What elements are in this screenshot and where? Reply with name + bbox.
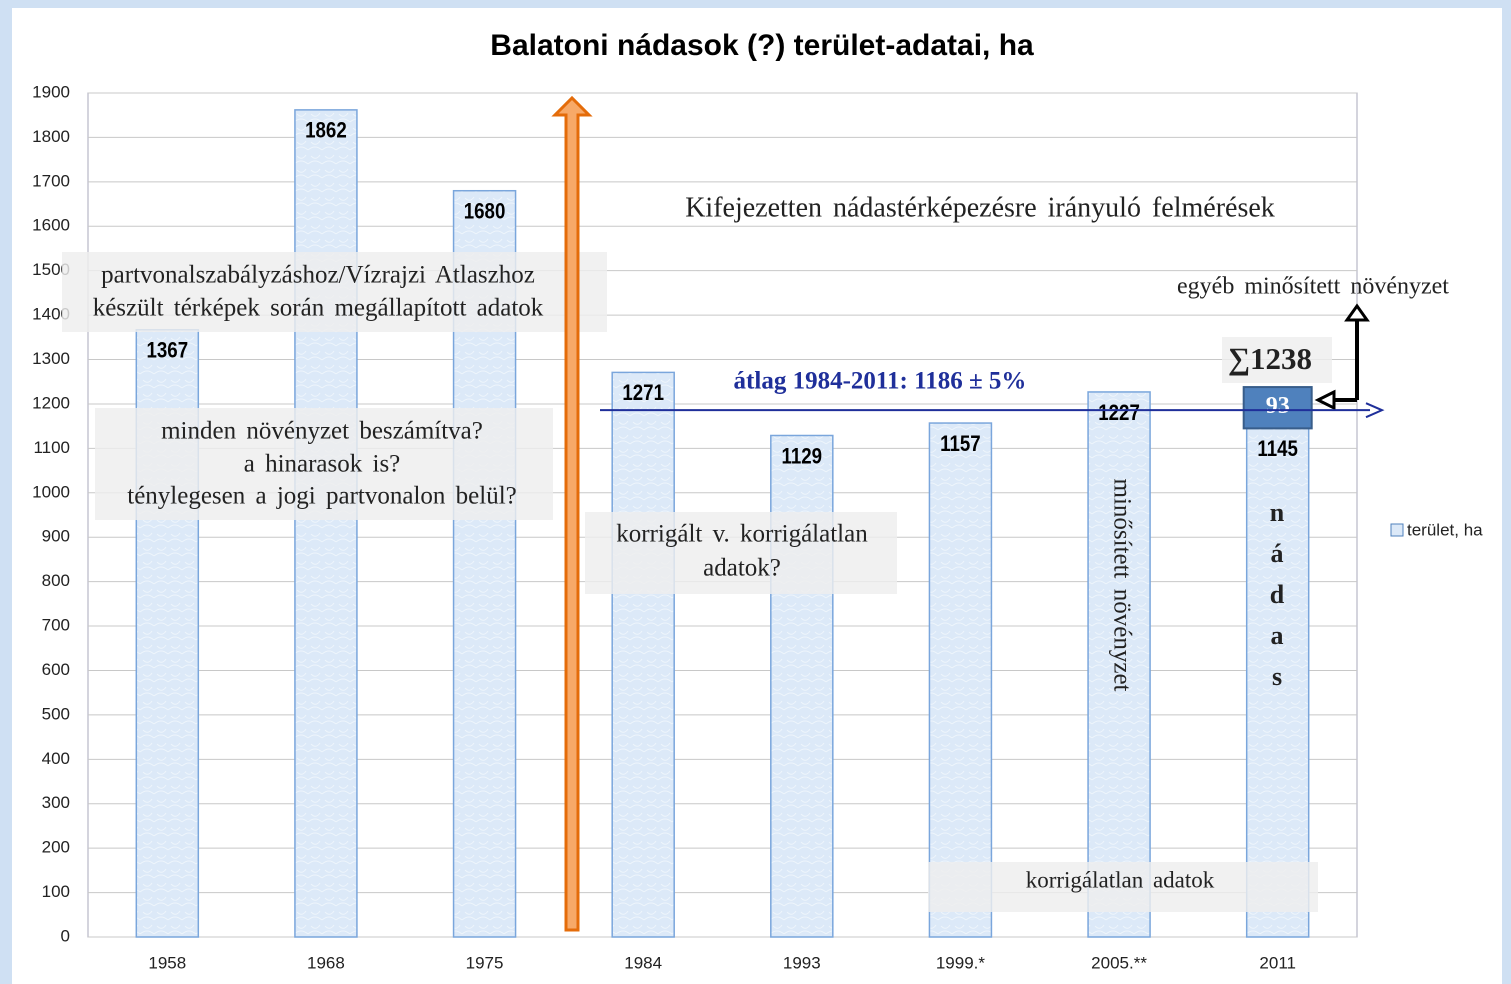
y-tick-label: 800 <box>42 571 70 590</box>
mean-arrowhead <box>1365 402 1385 419</box>
vertical-letter: á <box>1271 539 1284 568</box>
legend-swatch <box>1390 523 1404 537</box>
x-tick-label: 1993 <box>783 953 821 972</box>
bar <box>770 434 834 938</box>
box <box>95 408 553 520</box>
bar <box>928 422 993 938</box>
y-tick-label: 900 <box>42 527 70 546</box>
y-tick-label: 1900 <box>32 82 70 101</box>
annotation: ∑1238 <box>1228 341 1312 376</box>
annotation: ténylegesen a jogi partvonalon belül? <box>127 483 517 510</box>
y-tick-label: 1200 <box>32 393 70 412</box>
y-tick-label: 1500 <box>32 260 70 279</box>
vertical-letter: n <box>1270 498 1285 527</box>
box <box>928 862 1318 912</box>
x-tick-label: 1958 <box>148 953 186 972</box>
legend-label: terület, ha <box>1407 520 1483 539</box>
y-tick-label: 200 <box>42 838 70 857</box>
data-label: 1862 <box>305 119 347 143</box>
data-label: 1145 <box>1257 438 1298 462</box>
y-tick-label: 300 <box>42 793 70 812</box>
annotation: minden növényzet beszámítva? <box>161 418 483 445</box>
x-tick-label: 1984 <box>624 953 662 972</box>
box <box>585 512 897 594</box>
vertical-letter: d <box>1270 580 1285 609</box>
y-tick-label: 1400 <box>32 305 70 324</box>
annotation: korrigálatlan adatok <box>1026 867 1215 892</box>
mean-label: átlag 1984-2011: 1186 ± 5% <box>734 368 1027 395</box>
data-label: 1367 <box>147 339 189 363</box>
y-tick-label: 1800 <box>32 127 70 146</box>
x-tick-label: 1999.* <box>936 953 986 972</box>
annotation: minősített növényzet <box>1108 479 1135 692</box>
annotation: egyéb minősített növényzet <box>1177 274 1449 300</box>
vertical-letter: s <box>1272 662 1282 691</box>
y-tick-label: 1600 <box>32 216 70 235</box>
annotation: a hinarasok is? <box>244 451 401 478</box>
y-tick-label: 1300 <box>32 349 70 368</box>
annotation-boxes <box>62 252 1332 912</box>
data-label: 1157 <box>940 433 981 457</box>
annotation: Kifejezetten nádastérképezésre irányuló … <box>685 192 1275 223</box>
data-label: 93 <box>1266 393 1290 419</box>
box <box>62 252 607 332</box>
data-label: 1227 <box>1098 401 1140 425</box>
arrowhead <box>1344 303 1370 322</box>
data-label: 1271 <box>622 382 664 406</box>
overlay: 1367 1862 1680 1271 1129 1157 1227 1145 93 átlag … <box>93 119 1483 892</box>
x-tick-label: 2005.** <box>1091 953 1147 972</box>
y-tick-label: 600 <box>42 660 70 679</box>
annotation: készült térképek során megállapított ada… <box>93 295 544 322</box>
x-tick-label: 1975 <box>466 953 504 972</box>
annotation: adatok? <box>703 555 781 582</box>
y-tick-label: 500 <box>42 704 70 723</box>
bar <box>1087 391 1151 938</box>
box <box>1222 337 1332 383</box>
x-tick-label: 1968 <box>307 953 345 972</box>
y-tick-label: 1100 <box>33 438 70 457</box>
bar <box>1245 427 1310 938</box>
bar <box>611 371 675 938</box>
bar-segment <box>1242 386 1313 430</box>
y-tick-label: 1000 <box>32 482 70 501</box>
y-tick-label: 1700 <box>32 171 70 190</box>
annotation: partvonalszabályzáshoz/Vízrajzi Atlaszho… <box>101 262 535 289</box>
arrowhead <box>1314 389 1336 411</box>
y-tick-label: 100 <box>42 882 70 901</box>
vertical-letter: a <box>1271 621 1284 650</box>
orange-arrow <box>551 95 593 932</box>
y-tick-label: 400 <box>42 749 70 768</box>
y-tick-label: 0 <box>61 926 70 945</box>
annotation: korrigált v. korrigálatlan <box>616 521 868 548</box>
x-tick-label: 2011 <box>1259 953 1296 972</box>
data-label: 1680 <box>464 200 506 224</box>
y-tick-label: 700 <box>42 616 70 635</box>
chart-title: Balatoni nádasok (?) terület-adatai, ha <box>490 29 1034 62</box>
bars <box>135 109 1310 938</box>
bar <box>294 109 358 938</box>
data-label: 1129 <box>782 445 823 469</box>
